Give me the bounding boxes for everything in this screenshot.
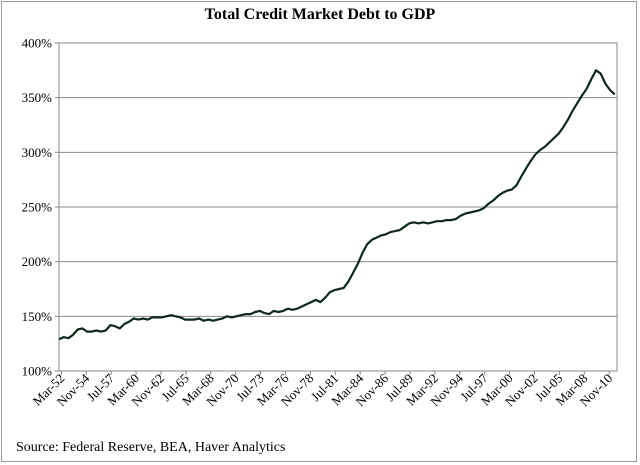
chart-title: Total Credit Market Debt to GDP: [204, 6, 436, 23]
y-tick-label: 300%: [22, 145, 53, 160]
series-line-debt-to-gdp: [58, 69, 616, 341]
y-tick-label: 250%: [22, 200, 53, 215]
y-tick-label: 150%: [22, 309, 53, 324]
x-axis: Mar-52Nov-54Jul-57Mar-60Nov-62Jul-65Mar-…: [29, 370, 615, 409]
y-tick-label: 100%: [22, 364, 53, 379]
gridlines: [59, 97, 617, 317]
y-tick-label: 200%: [22, 254, 53, 269]
y-axis: 100% 150% 200% 250% 300% 350% 400%: [22, 36, 59, 379]
y-tick-label: 350%: [22, 90, 53, 105]
y-tick-label: 400%: [22, 36, 53, 51]
source-note: Source: Federal Reserve, BEA, Haver Anal…: [16, 440, 286, 455]
